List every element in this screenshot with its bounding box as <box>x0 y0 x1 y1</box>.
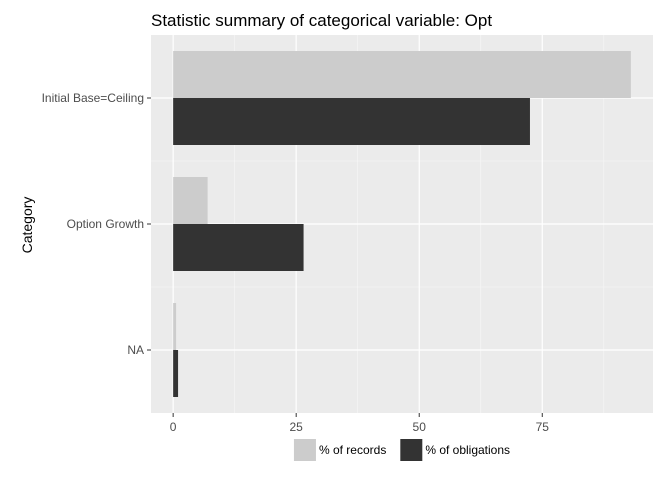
y-tick-label: NA <box>127 343 144 357</box>
y-tick-label: Initial Base=Ceiling <box>42 91 144 105</box>
legend-label: % of obligations <box>425 443 510 457</box>
legend-label: % of records <box>319 443 386 457</box>
bars <box>173 51 631 397</box>
y-axis-title: Category <box>19 197 35 254</box>
y-tick-label: Option Growth <box>67 217 144 231</box>
legend-swatch <box>293 439 316 461</box>
bar <box>173 224 304 271</box>
chart-title: Statistic summary of categorical variabl… <box>151 11 492 30</box>
bar <box>173 98 530 145</box>
x-tick-label: 75 <box>536 420 550 434</box>
axes: 0 25 50 75 Initial Base=Ceiling Option Growth… <box>42 91 550 434</box>
x-tick-label: 50 <box>413 420 427 434</box>
bar <box>173 350 179 397</box>
bar <box>173 303 177 350</box>
x-tick-label: 25 <box>290 420 304 434</box>
legend-swatch <box>400 439 423 461</box>
legend: % of records % of obligations <box>293 439 510 461</box>
x-tick-label: 0 <box>170 420 177 434</box>
bar <box>173 51 631 98</box>
bar <box>173 177 208 224</box>
